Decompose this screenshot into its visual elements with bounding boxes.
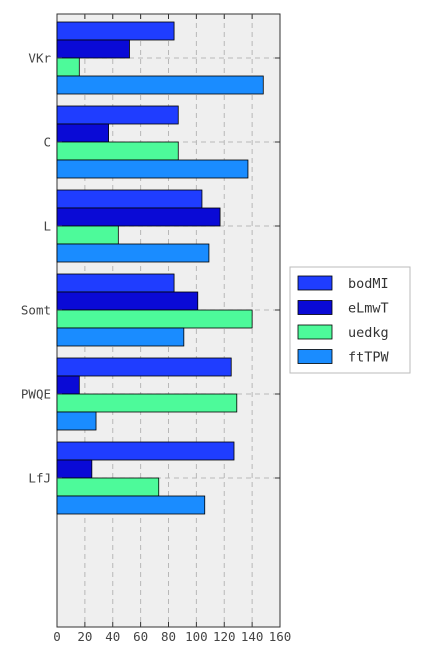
bar-uedkg-VKr [56,57,80,77]
y-axis: VKr C L Somt PWQE LfJ [21,51,280,486]
x-tick-label: 20 [77,629,92,644]
legend-label-uedkg: uedkg [348,325,389,341]
legend-swatch-ftTPW [297,349,333,364]
y-tick-label: L [43,219,51,234]
bar-uedkg-PWQE [56,393,238,413]
x-tick-label: 0 [53,629,61,644]
legend-label-ftTPW: ftTPW [348,350,390,366]
bar-ftTPW-L [56,243,210,263]
bar-bodMI-Somt [56,273,175,293]
x-tick-label: 40 [105,629,120,644]
x-axis: 0 20 40 60 80 100 120 140 160 [53,14,291,644]
y-tick-label: VKr [28,51,51,66]
bar-uedkg-LfJ [56,477,160,497]
bar-bodMI-VKr [56,21,175,41]
y-tick-label: C [43,135,51,150]
legend: bodMI eLmwT uedkg ftTPW [289,266,411,374]
x-tick-label: 100 [185,629,208,644]
legend-label-eLmwT: eLmwT [348,301,389,317]
bar-bodMI-C [56,105,179,125]
legend-swatch-uedkg [297,324,333,340]
x-tick-label: 60 [133,629,148,644]
bar-bodMI-PWQE [56,357,232,377]
x-tick-label: 80 [161,629,176,644]
y-tick-label: LfJ [28,471,51,486]
bar-eLmwT-LfJ [56,459,93,479]
legend-swatch-bodMI [297,275,333,291]
bar-uedkg-L [56,225,119,245]
bar-bodMI-L [56,189,203,209]
legend-swatch-eLmwT [297,300,333,315]
bar-eLmwT-PWQE [56,375,80,395]
x-tick-label: 160 [269,629,292,644]
x-tick-label: 120 [213,629,236,644]
bar-uedkg-Somt [56,309,253,329]
bar-ftTPW-C [56,159,249,179]
y-tick-label: PWQE [21,387,51,402]
bar-ftTPW-Somt [56,327,185,347]
bar-eLmwT-Somt [56,291,199,311]
bars [56,21,264,515]
x-tick-label: 140 [241,629,264,644]
bar-uedkg-C [56,141,179,161]
bar-ftTPW-VKr [56,75,264,95]
bar-ftTPW-LfJ [56,495,206,515]
y-tick-label: Somt [21,303,51,318]
bar-eLmwT-L [56,207,221,227]
bar-eLmwT-C [56,123,109,143]
legend-label-bodMI: bodMI [348,276,389,292]
bar-bodMI-LfJ [56,441,235,461]
bar-eLmwT-VKr [56,39,130,59]
bar-ftTPW-PWQE [56,411,97,431]
